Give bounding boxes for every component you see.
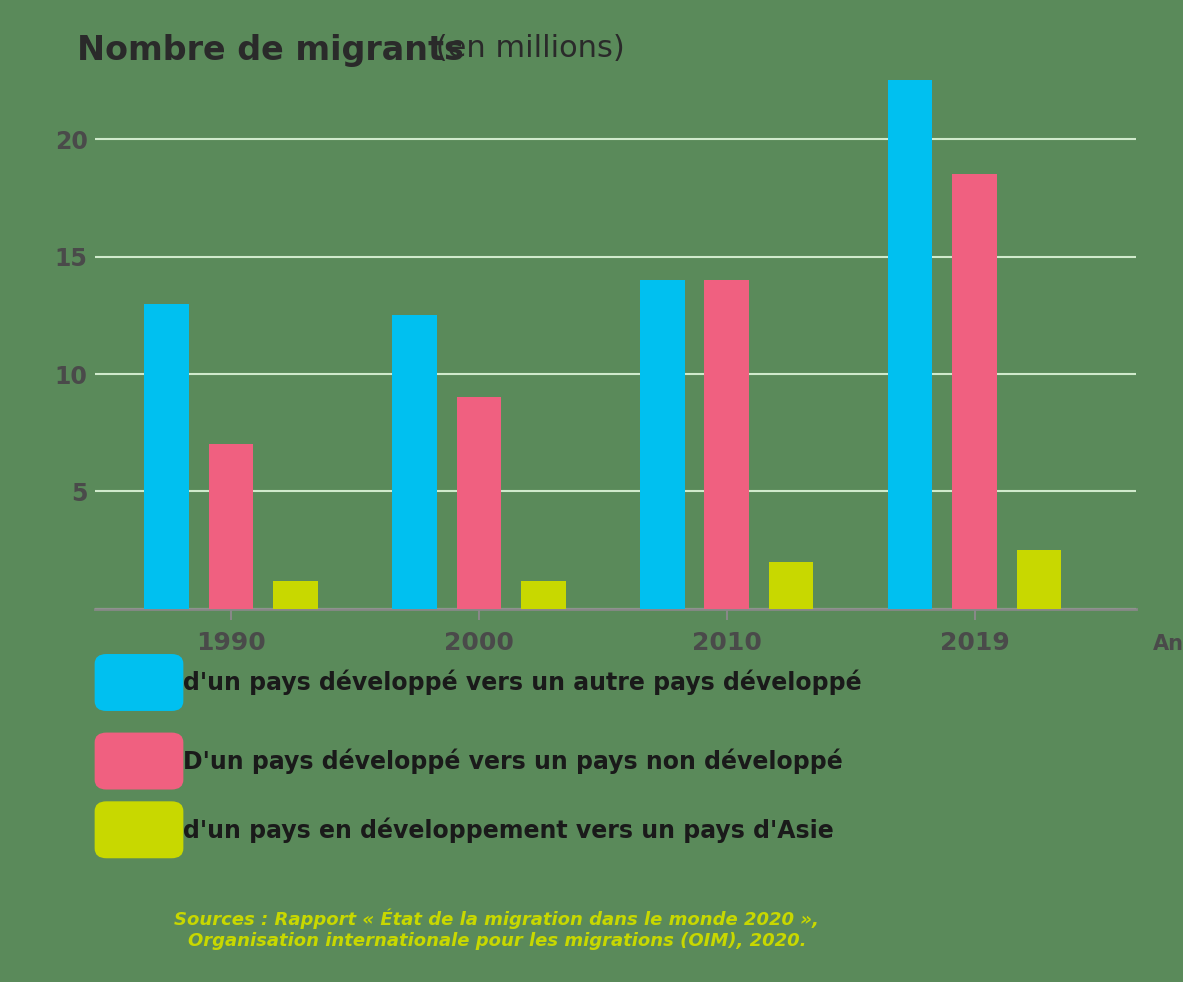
Text: D'un pays développé vers un pays non développé: D'un pays développé vers un pays non dév…: [183, 748, 843, 774]
Bar: [392, 315, 437, 609]
Bar: [640, 280, 685, 609]
Bar: [521, 580, 565, 609]
Bar: [208, 445, 253, 609]
Bar: [273, 580, 318, 609]
Bar: [1016, 550, 1061, 609]
Bar: [704, 280, 749, 609]
Text: Nombre de migrants: Nombre de migrants: [77, 34, 464, 68]
Bar: [457, 398, 502, 609]
Text: Années: Années: [1153, 634, 1183, 654]
Bar: [952, 175, 997, 609]
Text: Sources : Rapport « État de la migration dans le monde 2020 »,
Organisation inte: Sources : Rapport « État de la migration…: [174, 908, 820, 950]
Text: d'un pays développé vers un autre pays développé: d'un pays développé vers un autre pays d…: [183, 670, 862, 695]
Text: (en millions): (en millions): [426, 34, 625, 64]
Text: d'un pays en développement vers un pays d'Asie: d'un pays en développement vers un pays …: [183, 817, 834, 843]
Bar: [769, 562, 814, 609]
Bar: [887, 81, 932, 609]
Bar: [144, 303, 189, 609]
